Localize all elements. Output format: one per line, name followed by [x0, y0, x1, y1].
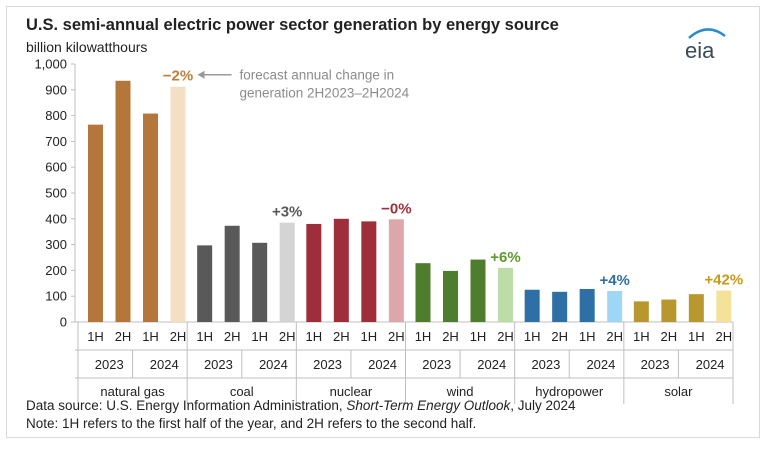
- half-label: 2H: [661, 329, 678, 344]
- year-label: 2024: [259, 357, 288, 372]
- half-label: 1H: [415, 329, 432, 344]
- year-label: 2023: [531, 357, 560, 372]
- change-label: +4%: [599, 272, 629, 289]
- chart-frame: [6, 6, 760, 438]
- change-label: +42%: [704, 272, 743, 289]
- bar: [88, 124, 103, 322]
- year-label: 2023: [204, 357, 233, 372]
- change-label: −0%: [381, 200, 411, 217]
- half-label: 2H: [279, 329, 296, 344]
- half-label: 2H: [170, 329, 187, 344]
- category-label: hydropower: [535, 384, 604, 399]
- bar: [661, 299, 677, 322]
- y-tick-label: 700: [45, 134, 67, 149]
- half-label: 1H: [633, 329, 650, 344]
- year-label: 2023: [313, 357, 342, 372]
- y-axis-unit-label: billion kilowatthours: [26, 39, 148, 55]
- bar: [607, 291, 623, 322]
- bar: [224, 225, 240, 322]
- half-label: 2H: [224, 329, 241, 344]
- bar: [388, 219, 404, 322]
- year-label: 2024: [477, 357, 506, 372]
- half-label: 1H: [470, 329, 487, 344]
- half-label: 2H: [388, 329, 405, 344]
- half-label: 1H: [196, 329, 213, 344]
- half-label: 1H: [251, 329, 268, 344]
- half-label: 1H: [579, 329, 596, 344]
- half-label: 1H: [688, 329, 705, 344]
- y-tick-label: 500: [45, 186, 67, 201]
- bar: [115, 80, 131, 323]
- bar: [361, 221, 377, 322]
- bar: [579, 288, 595, 322]
- source-title: Short-Term Energy Outlook: [346, 398, 511, 413]
- bar: [279, 222, 295, 322]
- year-label: 2024: [696, 357, 725, 372]
- year-label: 2024: [150, 357, 179, 372]
- change-label: +3%: [272, 204, 302, 221]
- half-label: 1H: [87, 329, 104, 344]
- change-label: −2%: [163, 68, 193, 85]
- eia-logo-icon: eia: [685, 28, 726, 63]
- category-label: wind: [446, 384, 474, 399]
- half-label: 2H: [115, 329, 132, 344]
- source-prefix: Data source: U.S. Energy Information Adm…: [26, 398, 347, 413]
- y-tick-label: 600: [45, 160, 67, 175]
- bar: [306, 223, 322, 322]
- bar: [498, 267, 513, 322]
- half-label: 2H: [551, 329, 568, 344]
- half-label: 2H: [606, 329, 623, 344]
- y-tick-label: 800: [45, 108, 67, 123]
- bar: [333, 218, 349, 322]
- y-tick-label: 300: [45, 237, 67, 252]
- half-label: 2H: [716, 329, 733, 344]
- bar: [197, 245, 213, 322]
- y-tick-label: 100: [45, 289, 67, 304]
- bar: [716, 290, 732, 322]
- y-tick-label: 900: [45, 82, 67, 97]
- half-label: 1H: [306, 329, 323, 344]
- annotation-arrow-head: [197, 70, 205, 79]
- bar: [143, 113, 158, 322]
- year-label: 2023: [641, 357, 670, 372]
- chart-title: U.S. semi-annual electric power sector g…: [26, 16, 559, 34]
- source-note: Data source: U.S. Energy Information Adm…: [26, 398, 576, 413]
- half-label: 2H: [333, 329, 350, 344]
- bar: [552, 291, 568, 322]
- half-label: 1H: [524, 329, 541, 344]
- category-label: coal: [230, 384, 254, 399]
- y-tick-label: 200: [45, 263, 67, 278]
- half-label: 1H: [142, 329, 159, 344]
- half-label: 1H: [361, 329, 378, 344]
- bar: [470, 259, 486, 322]
- logo-text: eia: [685, 38, 715, 63]
- year-label: 2023: [95, 357, 124, 372]
- footnote: Note: 1H refers to the first half of the…: [26, 416, 477, 431]
- year-label: 2024: [368, 357, 397, 372]
- year-label: 2023: [422, 357, 451, 372]
- half-label: 2H: [497, 329, 514, 344]
- bar: [688, 294, 704, 322]
- bar: [633, 301, 649, 322]
- annotation-line-2: generation 2H2023–2H2024: [240, 86, 410, 101]
- annotation-line-1: forecast annual change in: [240, 68, 395, 83]
- bar: [443, 270, 458, 322]
- category-label: solar: [664, 384, 693, 399]
- year-label: 2024: [586, 357, 615, 372]
- category-label: natural gas: [100, 384, 165, 399]
- bar: [415, 263, 431, 322]
- category-label: nuclear: [330, 384, 373, 399]
- y-tick-label: 1,000: [34, 57, 67, 72]
- y-tick-label: 0: [60, 315, 67, 330]
- y-tick-label: 400: [45, 211, 67, 226]
- half-label: 2H: [442, 329, 459, 344]
- change-label: +6%: [490, 249, 520, 266]
- bar: [524, 289, 540, 322]
- bar: [170, 86, 186, 322]
- bar: [252, 242, 268, 322]
- source-suffix: , July 2024: [510, 398, 576, 413]
